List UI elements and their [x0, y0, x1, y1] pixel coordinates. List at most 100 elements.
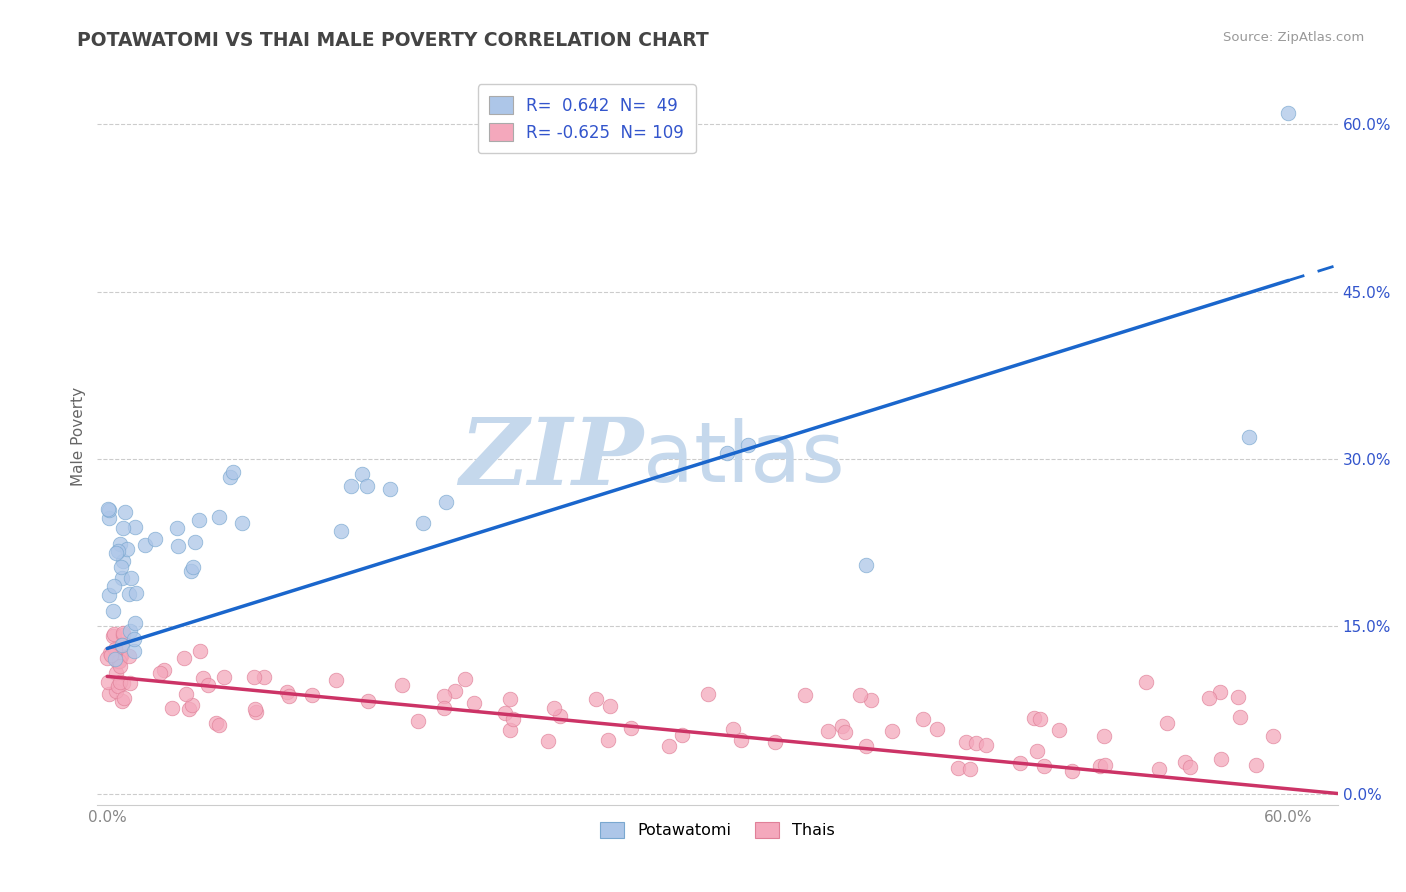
Point [124, 520, 146, 534]
Point [167, 539, 190, 553]
Point [1237, 429, 1260, 443]
Point [1149, 762, 1171, 776]
Point [110, 658, 132, 673]
Point [122, 632, 145, 647]
Point [103, 604, 125, 618]
Point [543, 701, 565, 715]
Point [180, 565, 202, 579]
Point [97, 502, 120, 516]
Point [120, 624, 142, 639]
Point [1209, 752, 1232, 766]
Point [181, 560, 204, 574]
Point [110, 694, 132, 708]
Point [277, 689, 299, 703]
Point [231, 516, 253, 530]
Point [658, 739, 681, 753]
Point [1025, 744, 1047, 758]
Point [325, 673, 347, 687]
Point [716, 446, 738, 460]
Point [1246, 757, 1268, 772]
Point [596, 732, 619, 747]
Point [98, 503, 121, 517]
Point [188, 513, 211, 527]
Point [855, 558, 877, 572]
Y-axis label: Male Poverty: Male Poverty [72, 387, 86, 486]
Point [208, 509, 231, 524]
Point [1229, 710, 1251, 724]
Point [108, 674, 131, 689]
Point [925, 722, 948, 736]
Point [118, 676, 141, 690]
Point [101, 629, 124, 643]
Point [205, 716, 228, 731]
Point [434, 495, 457, 509]
Point [599, 698, 621, 713]
Point [97, 687, 120, 701]
Point [183, 535, 205, 549]
Point [110, 560, 132, 574]
Point [125, 586, 148, 600]
Point [111, 571, 134, 585]
Point [160, 701, 183, 715]
Point [110, 648, 132, 663]
Point [112, 690, 135, 705]
Point [98, 511, 121, 525]
Point [1277, 106, 1299, 120]
Point [1032, 759, 1054, 773]
Point [340, 479, 363, 493]
Point [219, 470, 242, 484]
Point [107, 680, 129, 694]
Point [174, 688, 197, 702]
Point [98, 588, 121, 602]
Point [433, 690, 456, 704]
Point [188, 643, 211, 657]
Point [406, 714, 429, 728]
Point [737, 438, 759, 452]
Point [453, 673, 475, 687]
Point [1227, 690, 1250, 704]
Point [96, 651, 118, 665]
Point [1008, 756, 1031, 770]
Point [193, 671, 215, 685]
Point [1263, 730, 1285, 744]
Point [134, 537, 156, 551]
Point [104, 642, 127, 657]
Point [723, 722, 745, 736]
Point [959, 762, 981, 776]
Point [537, 734, 560, 748]
Point [412, 516, 434, 530]
Point [103, 579, 125, 593]
Point [463, 696, 485, 710]
Point [974, 738, 997, 752]
Point [120, 571, 142, 585]
Point [180, 698, 202, 712]
Point [253, 670, 276, 684]
Point [1029, 712, 1052, 726]
Text: Source: ZipAtlas.com: Source: ZipAtlas.com [1223, 31, 1364, 45]
Point [880, 723, 903, 738]
Point [276, 684, 298, 698]
Point [817, 723, 839, 738]
Point [112, 628, 135, 642]
Point [143, 532, 166, 546]
Point [391, 677, 413, 691]
Point [243, 670, 266, 684]
Point [1092, 729, 1115, 743]
Point [1135, 675, 1157, 690]
Point [763, 735, 786, 749]
Point [329, 524, 352, 538]
Point [350, 467, 373, 481]
Point [104, 652, 127, 666]
Point [831, 719, 853, 733]
Point [214, 670, 236, 684]
Point [834, 725, 856, 739]
Point [730, 733, 752, 747]
Point [1198, 690, 1220, 705]
Point [301, 688, 323, 702]
Point [1088, 759, 1111, 773]
Point [1047, 723, 1070, 738]
Point [112, 521, 135, 535]
Point [100, 648, 122, 663]
Point [104, 546, 127, 560]
Point [114, 505, 136, 519]
